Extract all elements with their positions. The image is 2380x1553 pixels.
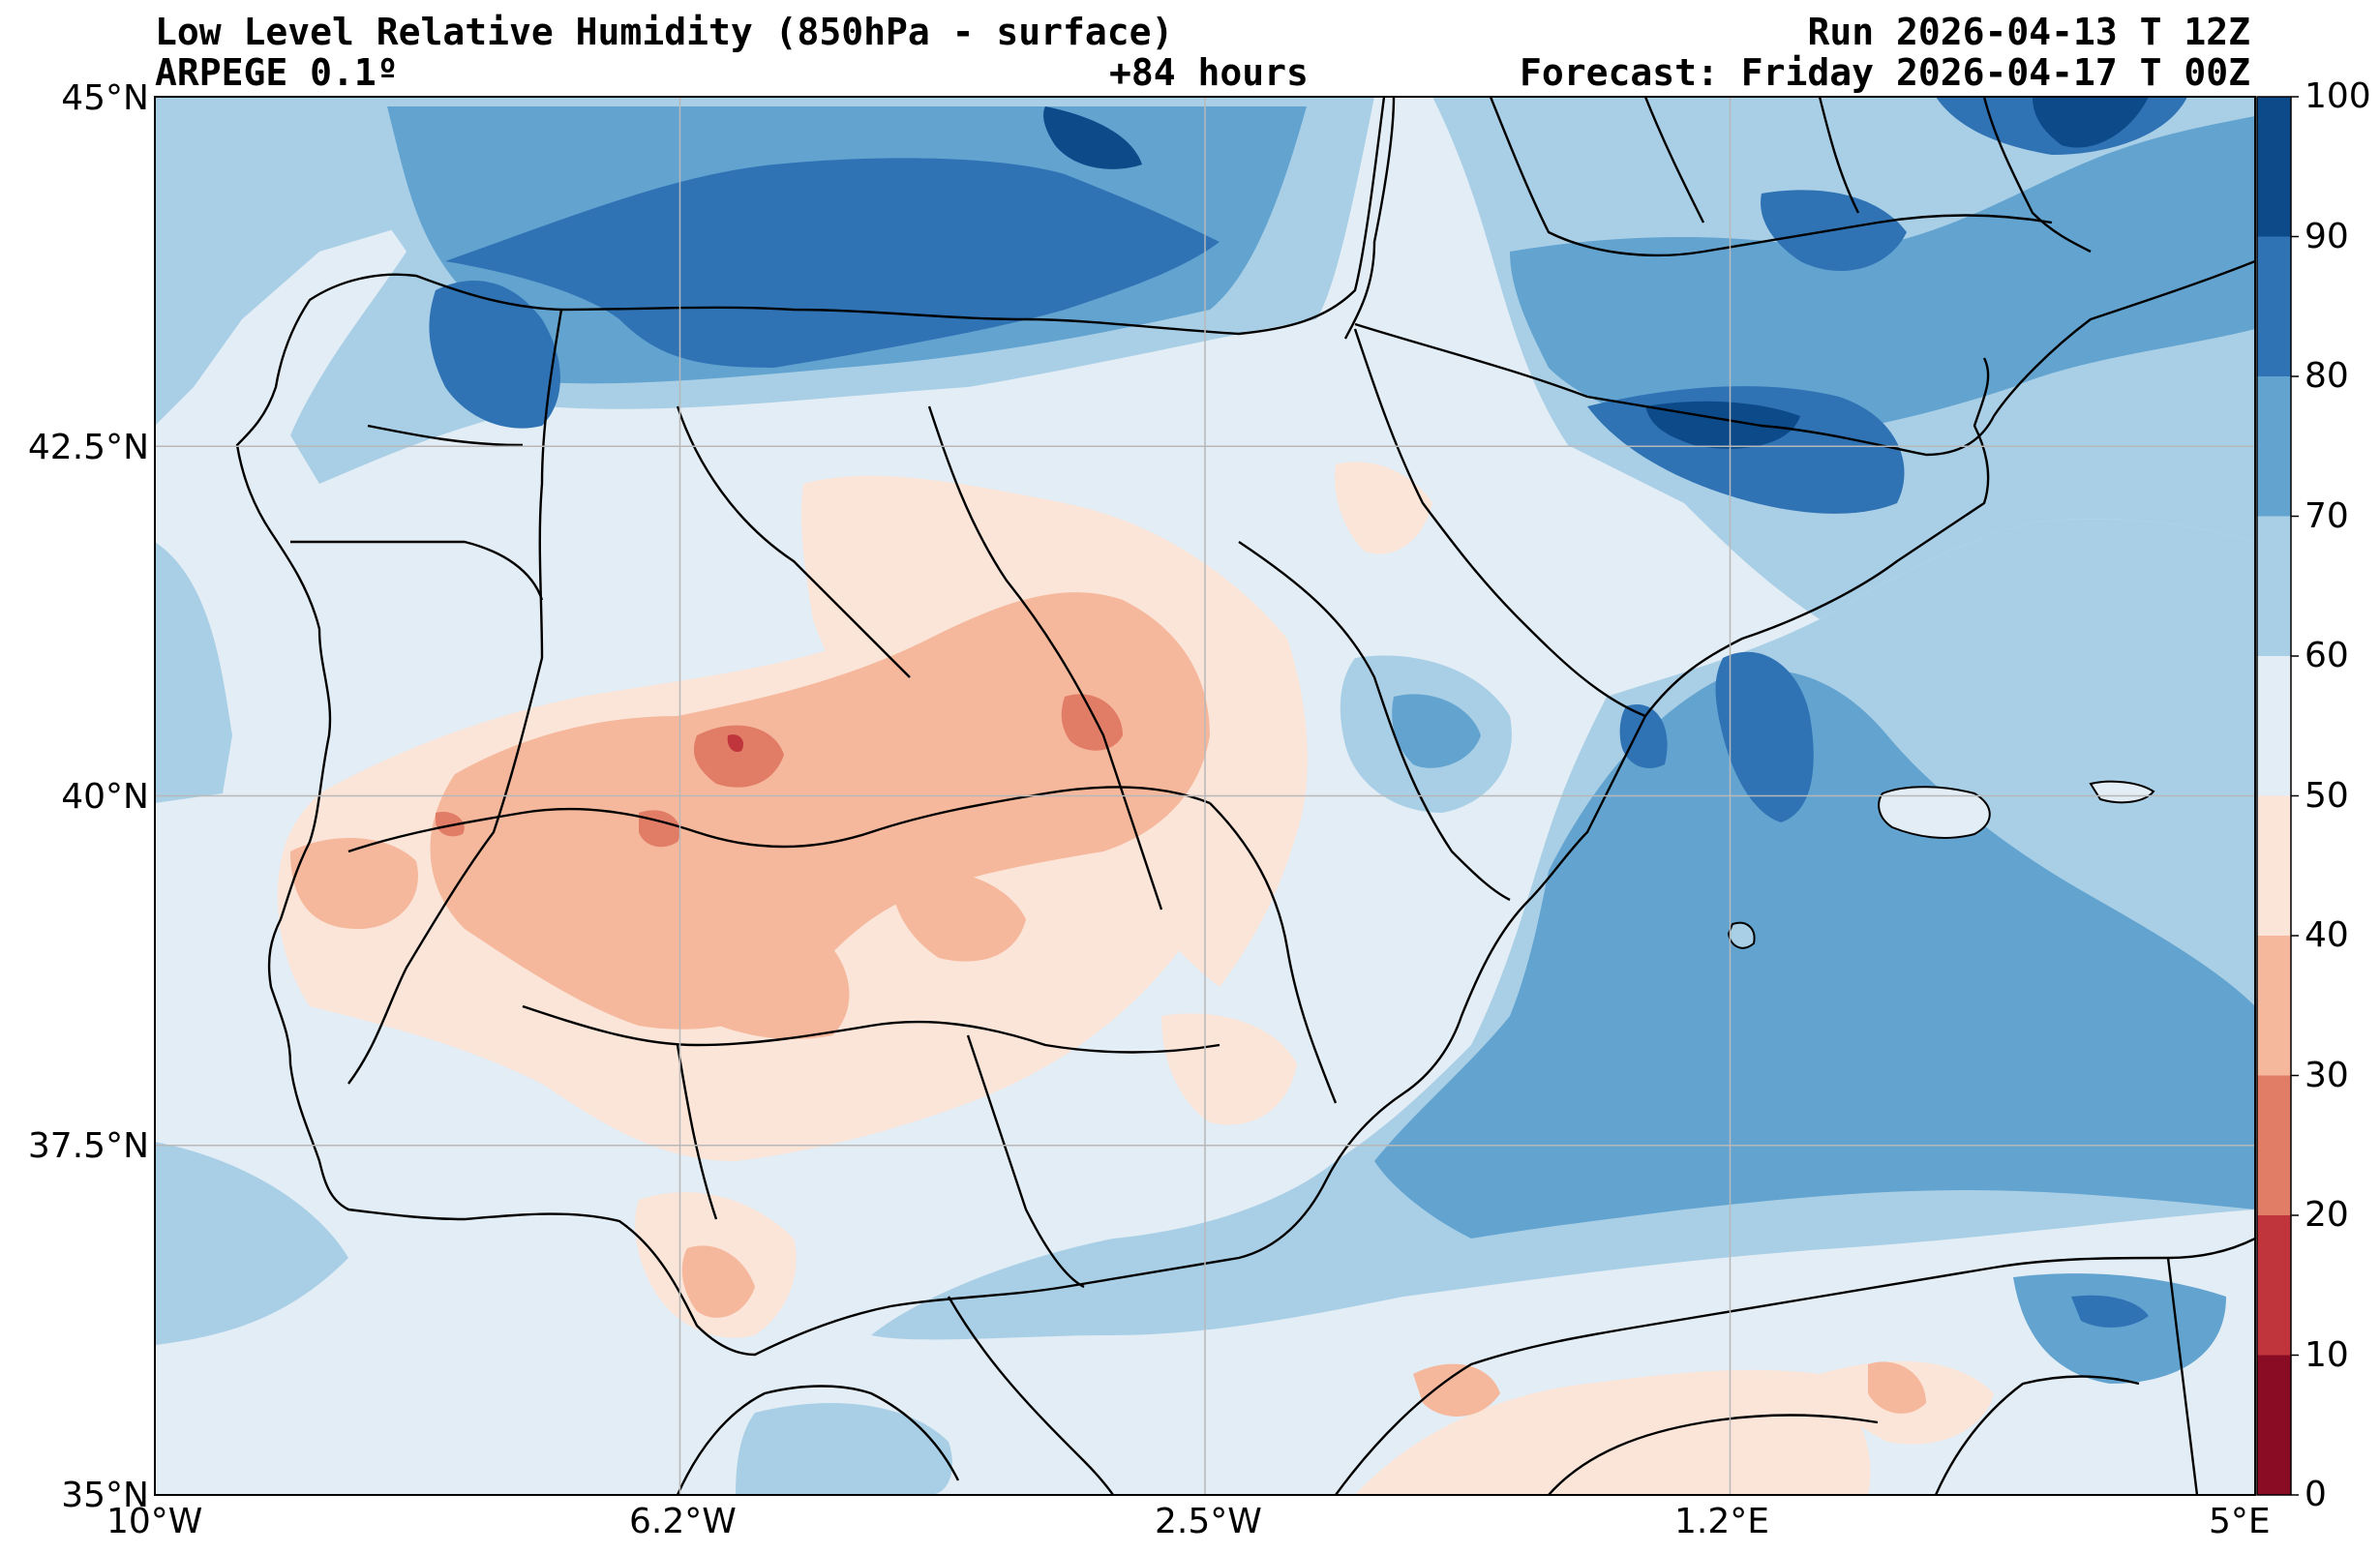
model-label: ARPEGE 0.1º <box>155 51 399 94</box>
region-border <box>1209 802 1338 1104</box>
colorbar-label: 100 <box>2305 76 2371 116</box>
lat-label-40n: 40°N <box>61 777 149 817</box>
region-border <box>1489 97 2053 257</box>
colorbar-segment <box>2257 376 2291 517</box>
colorbar-label: 90 <box>2305 216 2349 256</box>
humidity-region <box>1161 1013 1297 1125</box>
colorbar-label: 0 <box>2305 1475 2327 1514</box>
lat-label-37-5n: 37.5°N <box>27 1126 149 1166</box>
region-border <box>1643 97 1705 224</box>
africa-coast <box>1335 1237 2255 1495</box>
region-border <box>290 540 544 601</box>
colorbar-segment <box>2257 516 2291 657</box>
region-border <box>1353 328 1646 718</box>
lon-label-10w: 10°W <box>106 1502 203 1541</box>
colorbar-segment <box>2257 795 2291 937</box>
lon-label-1-2e: 1.2°E <box>1674 1502 1769 1541</box>
humidity-region <box>1061 694 1123 751</box>
humidity-region <box>429 281 560 429</box>
colorbar-label: 20 <box>2305 1195 2349 1235</box>
humidity-region <box>1043 106 1142 169</box>
menorca-island <box>2089 780 2155 804</box>
map-plot-area <box>155 97 2255 1495</box>
colorbar-label: 50 <box>2305 775 2349 816</box>
humidity-region <box>445 158 1220 368</box>
lat-label-35n: 35°N <box>61 1476 149 1515</box>
humidity-region <box>1392 694 1481 768</box>
lon-label-2-5w: 2.5°W <box>1155 1502 1262 1541</box>
coastlines <box>235 97 2255 1495</box>
region-border <box>676 1044 718 1220</box>
pyrenees-border <box>1354 322 1996 457</box>
colorbar-label: 60 <box>2305 636 2349 675</box>
lat-label-45n: 45°N <box>61 78 149 118</box>
humidity-region <box>1868 1361 1926 1414</box>
lat-label-42-5n: 42.5°N <box>27 428 149 467</box>
humidity-region <box>155 542 232 803</box>
ibiza-island <box>1727 921 1756 949</box>
french-coast <box>1343 97 1396 340</box>
map-title: Low Level Relative Humidity (850hPa - su… <box>155 11 1174 53</box>
colorbar-label: 70 <box>2305 495 2349 536</box>
colorbar <box>2256 96 2299 1496</box>
colorbar-segment <box>2257 1215 2291 1356</box>
region-border <box>1818 97 1860 214</box>
humidity-region <box>1510 116 2255 445</box>
lon-label-6-2w: 6.2°W <box>629 1502 737 1541</box>
iberian-coastline <box>235 97 1990 1357</box>
colorbar-segment <box>2257 97 2291 237</box>
region-border <box>1982 97 2092 254</box>
region-border <box>367 424 524 447</box>
map-frame <box>154 96 2256 1496</box>
gridlines <box>155 97 2255 1495</box>
africa-coast <box>676 1385 960 1495</box>
gulf-of-lion-coast <box>1993 259 2255 417</box>
humidity-region <box>1335 462 1432 554</box>
region-border <box>1934 1375 2140 1495</box>
forecast-hours: +84 hours <box>1109 51 1309 94</box>
mallorca-island <box>1878 786 1991 839</box>
colorbar-segment <box>2257 236 2291 377</box>
humidity-region <box>619 899 850 1039</box>
region-border <box>522 1004 1220 1054</box>
colorbar-segment <box>2257 1075 2291 1216</box>
humidity-region <box>736 1403 952 1495</box>
humidity-region <box>890 868 1026 962</box>
region-border <box>1548 1414 1879 1495</box>
lon-label-5e: 5°E <box>2209 1502 2271 1541</box>
region-border <box>347 786 1211 853</box>
colorbar-label: 40 <box>2305 915 2349 955</box>
humidity-region <box>1374 670 2255 1239</box>
humidity-region <box>681 1245 755 1318</box>
humidity-region <box>1355 1369 1871 1495</box>
humidity-region <box>436 812 465 837</box>
region-border <box>676 405 911 678</box>
region-border <box>347 309 563 1085</box>
humidity-region <box>2071 1295 2149 1328</box>
colorbar-label: 80 <box>2305 356 2349 396</box>
humidity-region <box>1619 704 1668 768</box>
region-border <box>2166 1257 2199 1495</box>
humidity-region <box>290 838 418 929</box>
colorbar-segment <box>2257 1355 2291 1496</box>
humidity-region <box>1413 1363 1500 1417</box>
humidity-region <box>155 1142 348 1345</box>
colorbar-segment <box>2257 656 2291 796</box>
humidity-region <box>1715 651 1814 822</box>
run-time: Run 2026-04-13 T 12Z <box>1807 11 2250 53</box>
humidity-region <box>2033 97 2149 148</box>
colorbar-label: 10 <box>2305 1334 2349 1375</box>
africa-coast <box>947 1296 1114 1495</box>
forecast-valid-time: Forecast: Friday 2026-04-17 T 00Z <box>1520 51 2250 94</box>
region-border <box>966 1034 1085 1289</box>
region-border <box>927 405 1163 911</box>
region-border <box>1238 541 1511 902</box>
humidity-region <box>727 734 744 753</box>
colorbar-segment <box>2257 936 2291 1076</box>
humidity-region <box>693 725 784 788</box>
colorbar-label: 30 <box>2305 1055 2349 1095</box>
